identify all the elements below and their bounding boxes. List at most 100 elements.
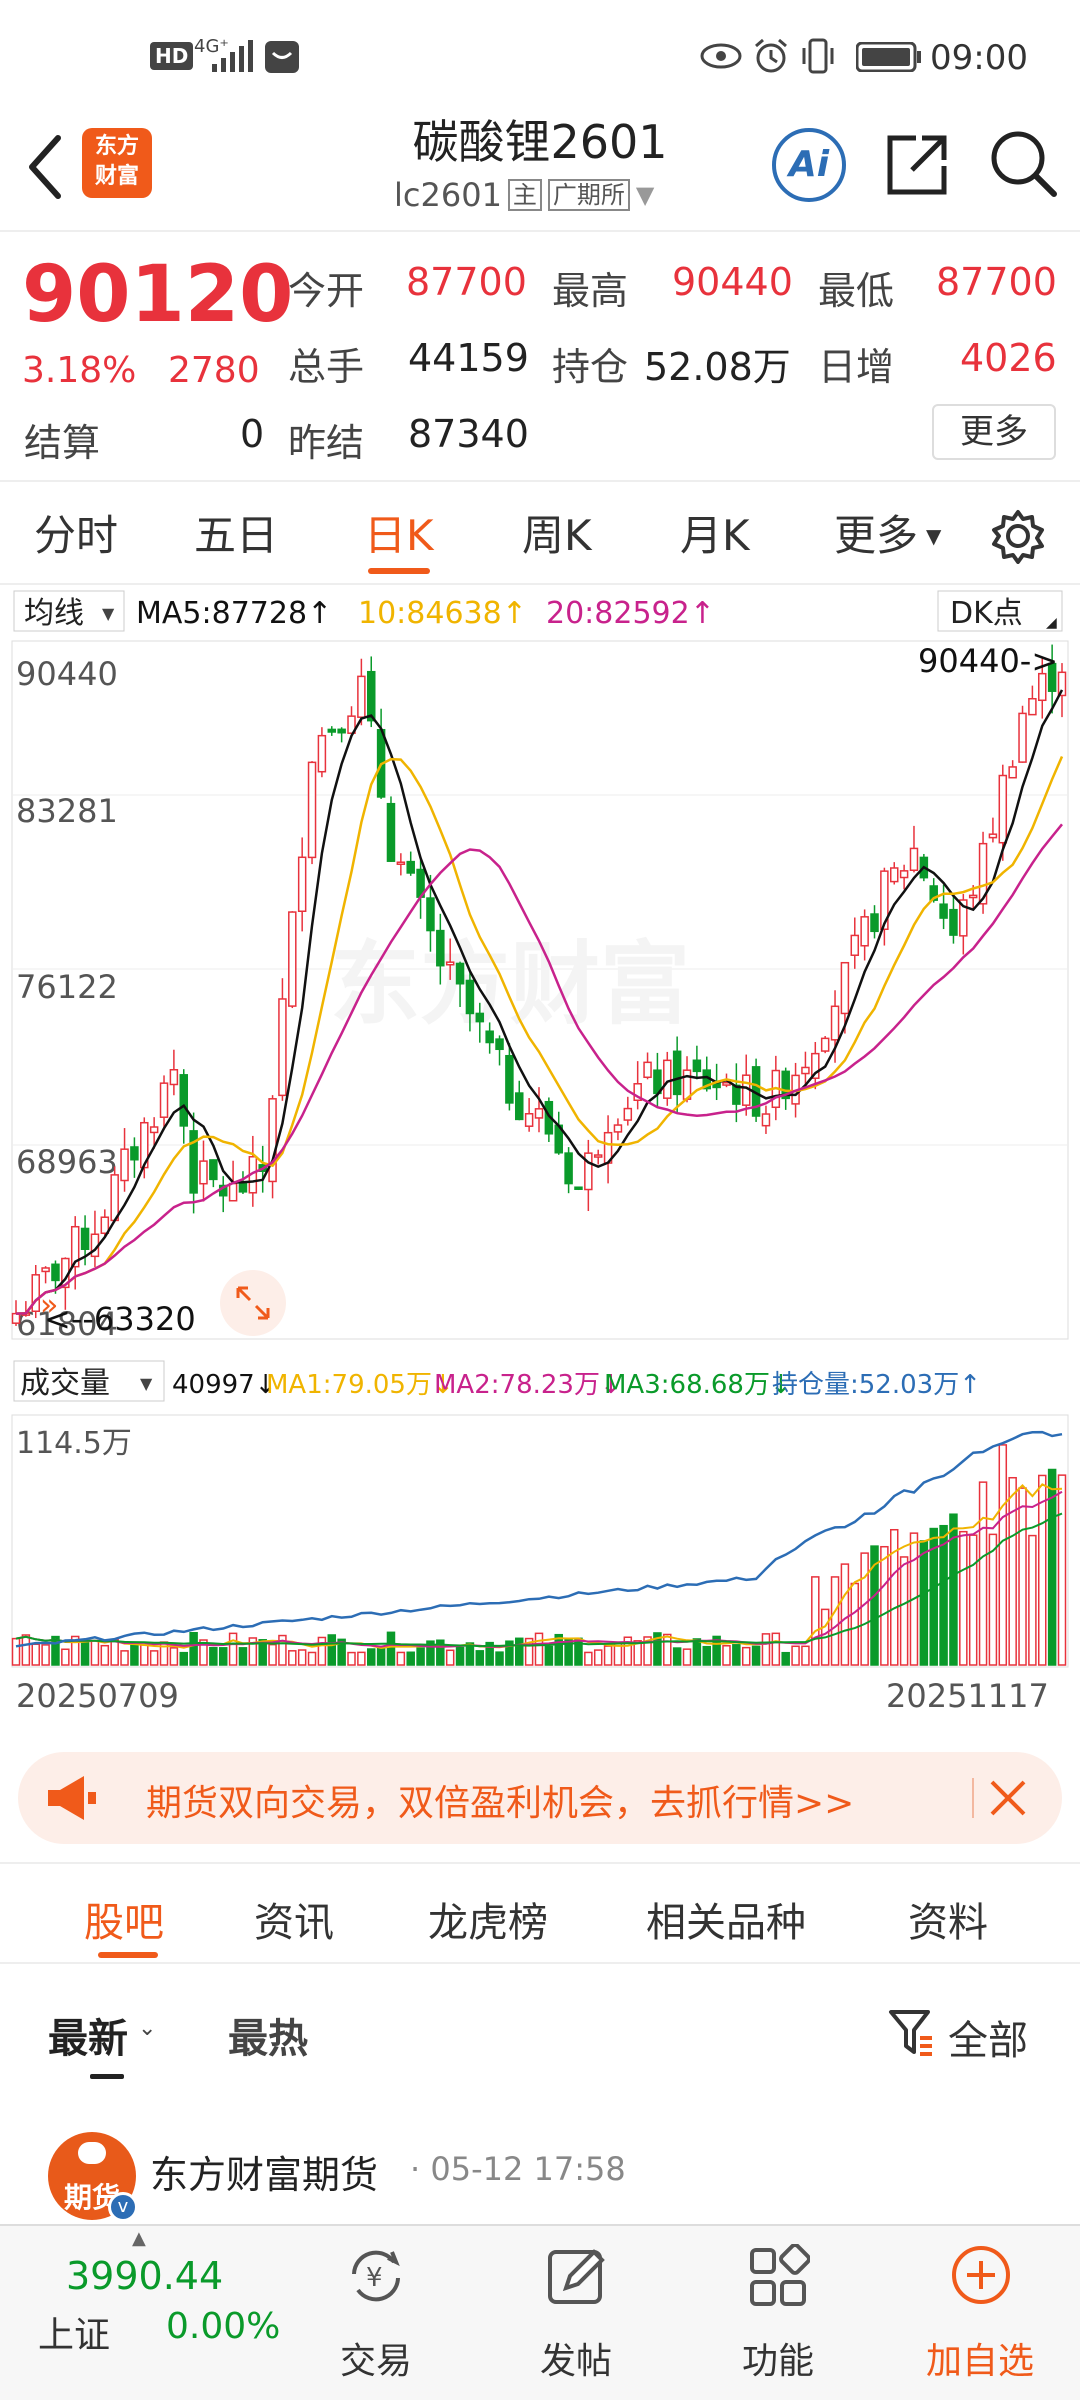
kline-plot-frame [11,640,1069,1340]
index-value: 3990.44 [66,2254,224,2298]
x-date-end: 20251117 [886,1677,1049,1715]
ma20-line [15,823,1063,1315]
prev-settle-value: 87340 [408,412,529,456]
search-icon[interactable] [988,128,1058,200]
volume-bar [870,1545,879,1666]
volume-bar [140,1644,149,1666]
post-author[interactable]: 东方财富期货 [150,2153,379,2197]
volume-bar [238,1647,248,1666]
signal-icon [212,40,253,72]
volume-bar [959,1530,968,1666]
tab-daily-k[interactable]: 日K [364,511,434,560]
tab-forum[interactable]: 股吧 [84,1900,164,1946]
candle-body [169,1069,179,1086]
volume-bar [297,1649,307,1666]
chevron-down-icon[interactable]: ▼ [635,181,655,209]
banner-text: 期货双向交易，双倍盈利机会，去抓行情>> [146,1783,855,1824]
nav-post[interactable]: 发帖 [496,2226,656,2402]
nav-functions[interactable]: 功能 [698,2226,858,2402]
nav-add-watchlist[interactable]: 加自选 [900,2226,1060,2402]
volume-bar [317,1636,327,1666]
banner-divider [972,1778,974,1818]
tab-intraday[interactable]: 分时 [34,511,119,560]
candle-body [337,728,346,734]
y-tick-3: 76122 [16,968,118,1006]
volume-bar [455,1646,465,1666]
tab-dragon-tiger[interactable]: 龙虎榜 [428,1900,548,1946]
tab-weekly-k[interactable]: 周K [522,511,592,560]
chevron-down-icon[interactable]: ⌄ [138,2016,157,2041]
tab-monthly-k[interactable]: 月K [680,511,750,560]
share-icon[interactable] [882,130,952,200]
filter-label[interactable]: 全部 [948,2018,1028,2064]
volume-value: 44159 [408,336,529,380]
back-icon[interactable] [20,132,70,202]
volume-bar [1047,1468,1057,1666]
tab-related[interactable]: 相关品种 [646,1900,806,1946]
volume-bar [751,1645,761,1666]
status-bar: HD 4G⁺ 09:00 [0,0,1080,110]
volume-bar [554,1633,563,1666]
volume-bar [850,1582,860,1666]
candle-body [623,1107,633,1121]
candle-body [455,962,465,985]
candle-body [1038,672,1047,702]
dk-point-button[interactable] [937,590,1063,632]
index-widget[interactable]: ▲ 3990.44 上证 0.00% [20,2226,290,2402]
volume-bar [1028,1534,1037,1666]
expand-button[interactable] [220,1270,286,1336]
tab-news[interactable]: 资讯 [254,1900,334,1946]
candle-body [485,1030,494,1044]
volume-bar [623,1636,633,1666]
sort-hot[interactable]: 最热 [228,2016,308,2062]
add-circle-icon [952,2246,1010,2304]
candle-body [366,670,376,722]
candle-body [426,897,435,932]
battery-icon [856,42,921,72]
logo-text-2: 财富 [94,164,139,189]
sort-latest[interactable]: 最新 [48,2016,128,2062]
network-label: 4G⁺ [194,36,229,57]
tab-profile[interactable]: 资料 [908,1900,988,1946]
indicator-select-box[interactable] [13,1360,165,1402]
ma-select-box[interactable] [13,590,125,632]
candle-body [199,1160,208,1185]
candle-body [31,1274,40,1312]
app-logo[interactable]: 东方 财富 [82,128,152,198]
index-change: 0.00% [166,2306,281,2347]
candle-body [929,885,938,901]
high-label: 最高 [552,269,629,313]
candle-body [988,833,998,839]
active-tab-indicator [368,568,430,574]
close-icon[interactable] [988,1778,1028,1818]
tab-five-day[interactable]: 五日 [194,511,279,560]
volume-bar [406,1651,415,1666]
candle-body [870,913,879,933]
more-button[interactable]: 更多 [932,404,1056,460]
candle-body [1018,712,1027,763]
volume-bar [840,1563,850,1666]
nav-trade[interactable]: ¥ 交易 [296,2226,456,2402]
candle-body [228,1182,238,1202]
promo-banner[interactable]: 期货双向交易，双倍盈利机会，去抓行情>> [18,1752,1062,1844]
volume-bar [544,1645,554,1666]
ai-button[interactable]: Ai [772,128,846,202]
candle-body [357,675,366,718]
tab-more[interactable]: 更多 [834,511,919,560]
volume-bar [811,1576,820,1666]
candle-body [51,1263,60,1282]
volume-top-tick: 114.5万 [16,1426,132,1461]
caret-down-icon: ▼ [140,1374,153,1393]
settings-gear-icon[interactable] [990,508,1046,564]
kline-svg[interactable]: 均线 ▼ MA5:87728↑ 10:84638↑ 20:82592↑ DK点 … [0,585,1080,1720]
volume-bar [968,1534,978,1666]
candle-body [899,870,909,879]
candle-body [564,1152,573,1185]
filter-icon[interactable] [888,2008,934,2058]
ma5-legend: MA5:87728↑ [136,596,332,631]
open-value: 87700 [406,260,527,304]
change-amount: 2780 [168,350,260,391]
volume-bar [209,1646,218,1666]
forum-feed: 最新 ⌄ 最热 全部 期货 v 东方财富期货 · 05-12 17:58 [0,1964,1080,2224]
volume-bar [643,1636,652,1666]
